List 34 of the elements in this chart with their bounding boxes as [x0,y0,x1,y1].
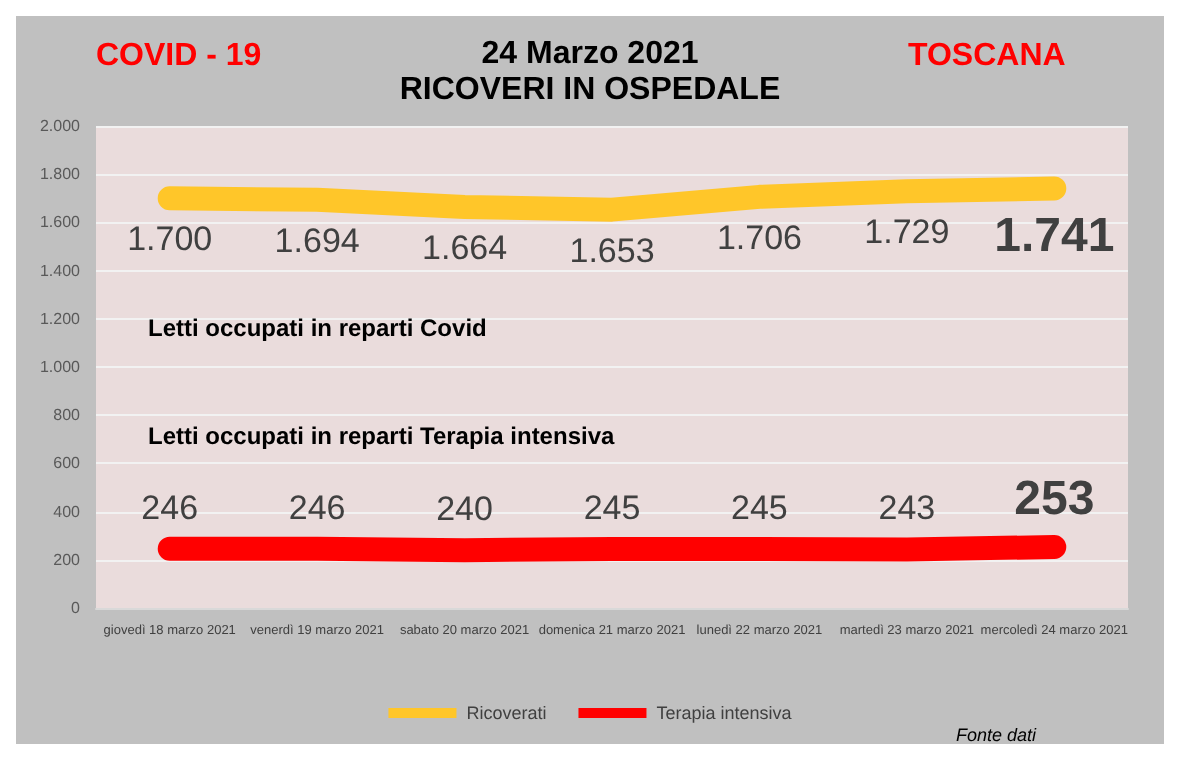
y-tick-label: 1.200 [39,309,82,328]
data-label: 1.706 [716,218,802,257]
y-tick-label: 200 [53,550,82,569]
annotation: Letti occupati in reparti Terapia intensiva [148,422,615,450]
legend-label: Terapia intensiva [656,703,792,723]
data-label: 1.653 [569,231,655,270]
data-label: 253 [1014,472,1095,527]
y-tick-label: 600 [53,454,82,473]
data-label: 246 [288,488,346,527]
y-tick-label: 1.800 [39,165,82,184]
data-label: 1.700 [127,220,213,259]
data-label: 240 [436,490,493,529]
data-label: 245 [731,488,788,527]
text: TOSCANA [908,39,1067,73]
legend-label: Ricoverati [466,703,547,723]
data-label: 1.694 [274,221,360,260]
y-tick-label: 1.000 [39,358,82,376]
data-label: 1.664 [422,228,508,267]
y-tick-label: 400 [53,502,82,521]
data-label: 1.741 [994,209,1115,264]
y-tick-label: 1.400 [39,261,82,280]
data-label: 245 [583,488,641,527]
chart-subtitle: RICOVERI IN OSPEDALE [399,73,781,107]
chart-title: 24 Marzo 2021 [481,37,699,71]
annotation: Letti occupati in reparti Covid [148,314,487,342]
text: COVID - 19 [96,39,262,73]
y-tick-label: 2.000 [39,117,82,135]
data-label: 246 [141,488,199,527]
y-tick-label: 1.600 [39,213,82,232]
y-tick-label: 800 [53,406,82,425]
y-tick-label: 0 [71,599,82,617]
data-label: 243 [878,489,936,528]
source-note: Fonte dati [956,725,1039,745]
data-label: 1.729 [864,213,950,252]
